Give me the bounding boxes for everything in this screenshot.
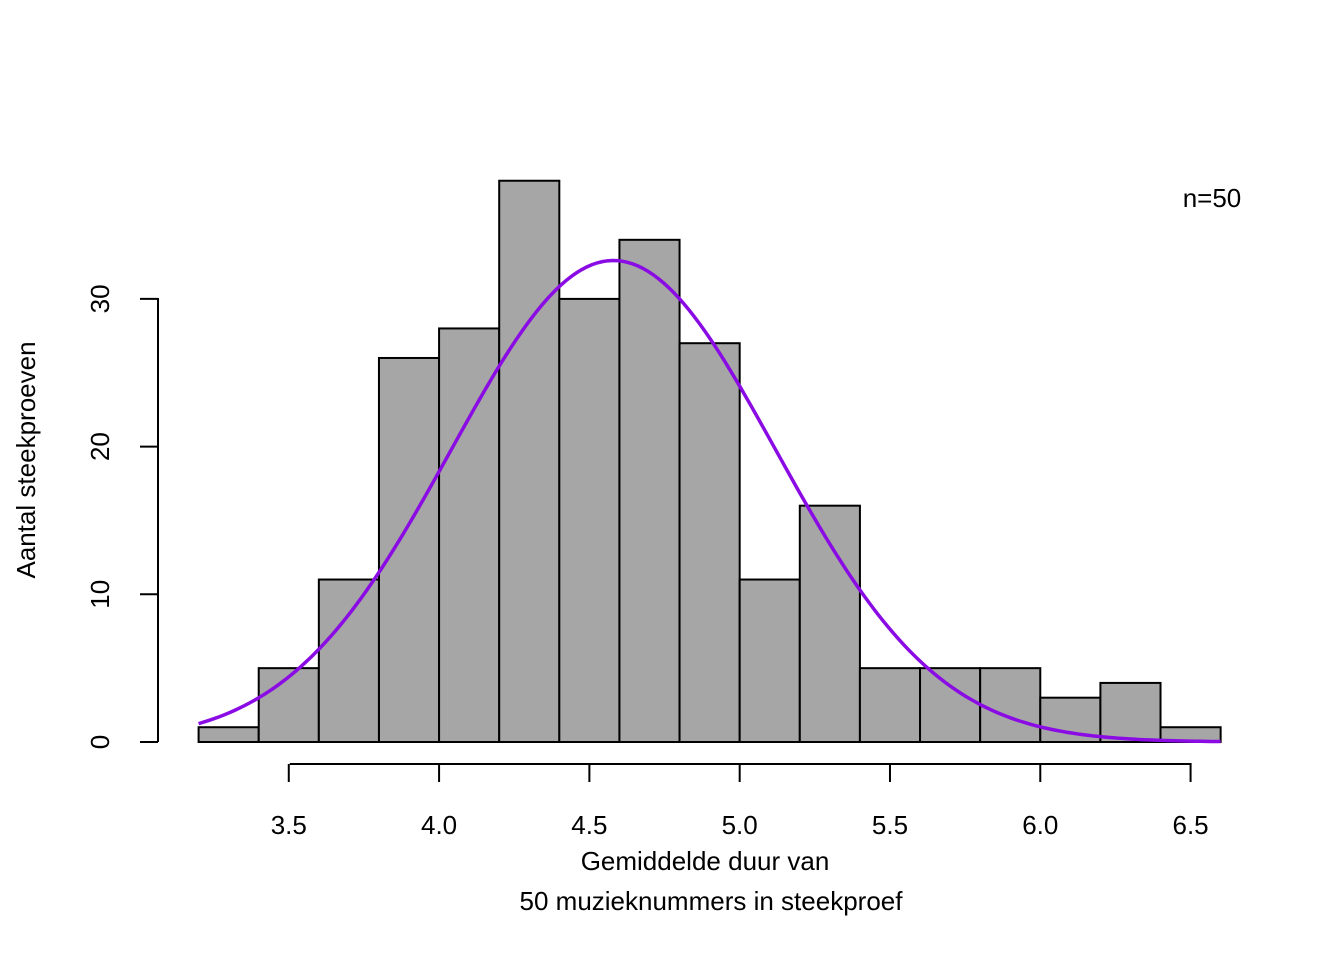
histogram-bar (1039, 696, 1102, 744)
histogram-bar (919, 667, 982, 744)
y-axis-title: Aantal steekproeven (11, 341, 41, 578)
histogram-bar (979, 667, 1042, 744)
x-axis-title-line-1: Gemiddelde duur van (581, 846, 830, 876)
x-tick-label: 5.0 (722, 810, 758, 840)
y-tick-label: 0 (85, 735, 115, 749)
x-axis-title-line-2: 50 muzieknummers in steekproef (520, 886, 904, 916)
y-tick-label: 30 (85, 284, 115, 313)
y-axis: 0 10 20 30 (85, 284, 159, 749)
histogram-bar (377, 356, 441, 743)
y-tick-label: 20 (85, 432, 115, 461)
histogram-bar (558, 297, 621, 743)
normal-density-curve (198, 258, 1221, 744)
x-ticks: 3.5 4.0 4.5 5.0 5.5 6.0 6.5 (271, 764, 1209, 840)
histogram-bar (257, 667, 320, 744)
x-tick-label: 6.5 (1173, 810, 1209, 840)
histogram-bar (197, 726, 260, 743)
histogram-bar (618, 238, 681, 743)
x-axis: 3.5 4.0 4.5 5.0 5.5 6.0 6.5 (271, 763, 1209, 840)
histogram-bar (498, 179, 561, 744)
x-tick-label: 6.0 (1022, 810, 1058, 840)
x-tick-label: 4.5 (571, 810, 607, 840)
sample-size-annotation: n=50 (1183, 183, 1242, 213)
histogram-bar (738, 578, 801, 744)
y-tick-label: 10 (85, 580, 115, 609)
histogram-bar (438, 327, 501, 743)
histogram-bar (1099, 681, 1162, 743)
x-tick-label: 4.0 (421, 810, 457, 840)
x-tick-label: 5.5 (872, 810, 908, 840)
histogram-bar (678, 342, 741, 743)
y-ticks: 0 10 20 30 (85, 284, 158, 749)
x-tick-label: 3.5 (271, 810, 307, 840)
histogram-bar (317, 578, 380, 744)
bars-group (197, 179, 1222, 744)
histogram-bar (858, 667, 922, 744)
